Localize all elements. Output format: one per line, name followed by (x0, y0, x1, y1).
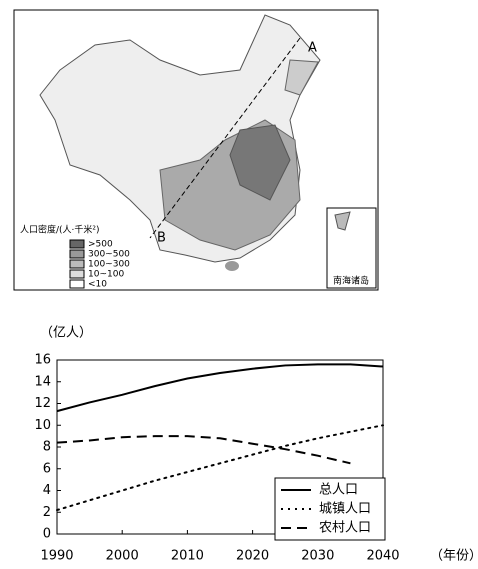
legend-label: 300~500 (88, 250, 130, 260)
y-axis-label: （亿人） (40, 326, 92, 341)
inset-label: 南海诸岛 (333, 275, 369, 287)
y-tick-label: 16 (34, 353, 51, 368)
y-tick-label: 2 (43, 505, 51, 520)
y-tick-label: 6 (43, 461, 51, 476)
point-label: A (308, 41, 317, 56)
series-line (56, 435, 351, 465)
densest-region (229, 124, 291, 201)
point-label: B (157, 231, 166, 246)
y-tick-label: 14 (34, 374, 51, 389)
series-line (56, 363, 384, 413)
swatch (69, 239, 85, 249)
x-tick-label: 2030 (301, 549, 334, 564)
x-tick-label: 2010 (171, 549, 204, 564)
x-tick-label: 1990 (40, 549, 73, 564)
swatch (69, 269, 85, 279)
legend-label: <10 (88, 280, 107, 290)
northeast-region (284, 59, 319, 96)
legend-label: 农村人口 (319, 521, 371, 536)
legend-label: 100~300 (88, 260, 130, 270)
x-tick-label: 2020 (236, 549, 269, 564)
y-tick-label: 8 (43, 440, 51, 455)
legend-label: 10~100 (88, 270, 124, 280)
y-tick-label: 10 (34, 418, 51, 433)
x-axis-label: （年份） (430, 549, 478, 564)
map: A B 人口密度/(人·千米²) >500 300~500 100~300 10… (13, 9, 379, 291)
y-tick-label: 12 (34, 396, 51, 411)
hainan (225, 261, 239, 271)
x-tick-label: 2000 (106, 549, 139, 564)
legend-label: 总人口 (319, 483, 358, 498)
y-tick-label: 4 (43, 483, 51, 498)
legend-title: 人口密度/(人·千米²) (20, 224, 100, 236)
inset-land (334, 211, 351, 231)
inset-frame (326, 207, 377, 289)
y-tick-label: 0 (43, 527, 51, 542)
series-line (56, 424, 384, 512)
swatch (69, 279, 85, 289)
legend-label: 城镇人口 (319, 502, 371, 517)
swatch (69, 259, 85, 269)
legend-box (274, 477, 386, 541)
x-tick-label: 2040 (366, 549, 399, 564)
chart: （亿人） （年份） 0 2 4 6 8 10 12 14 16 1990 2000 2010 2020 2… (34, 326, 478, 564)
hu-line (149, 37, 301, 239)
legend-label: >500 (88, 240, 113, 250)
swatch (69, 249, 85, 259)
